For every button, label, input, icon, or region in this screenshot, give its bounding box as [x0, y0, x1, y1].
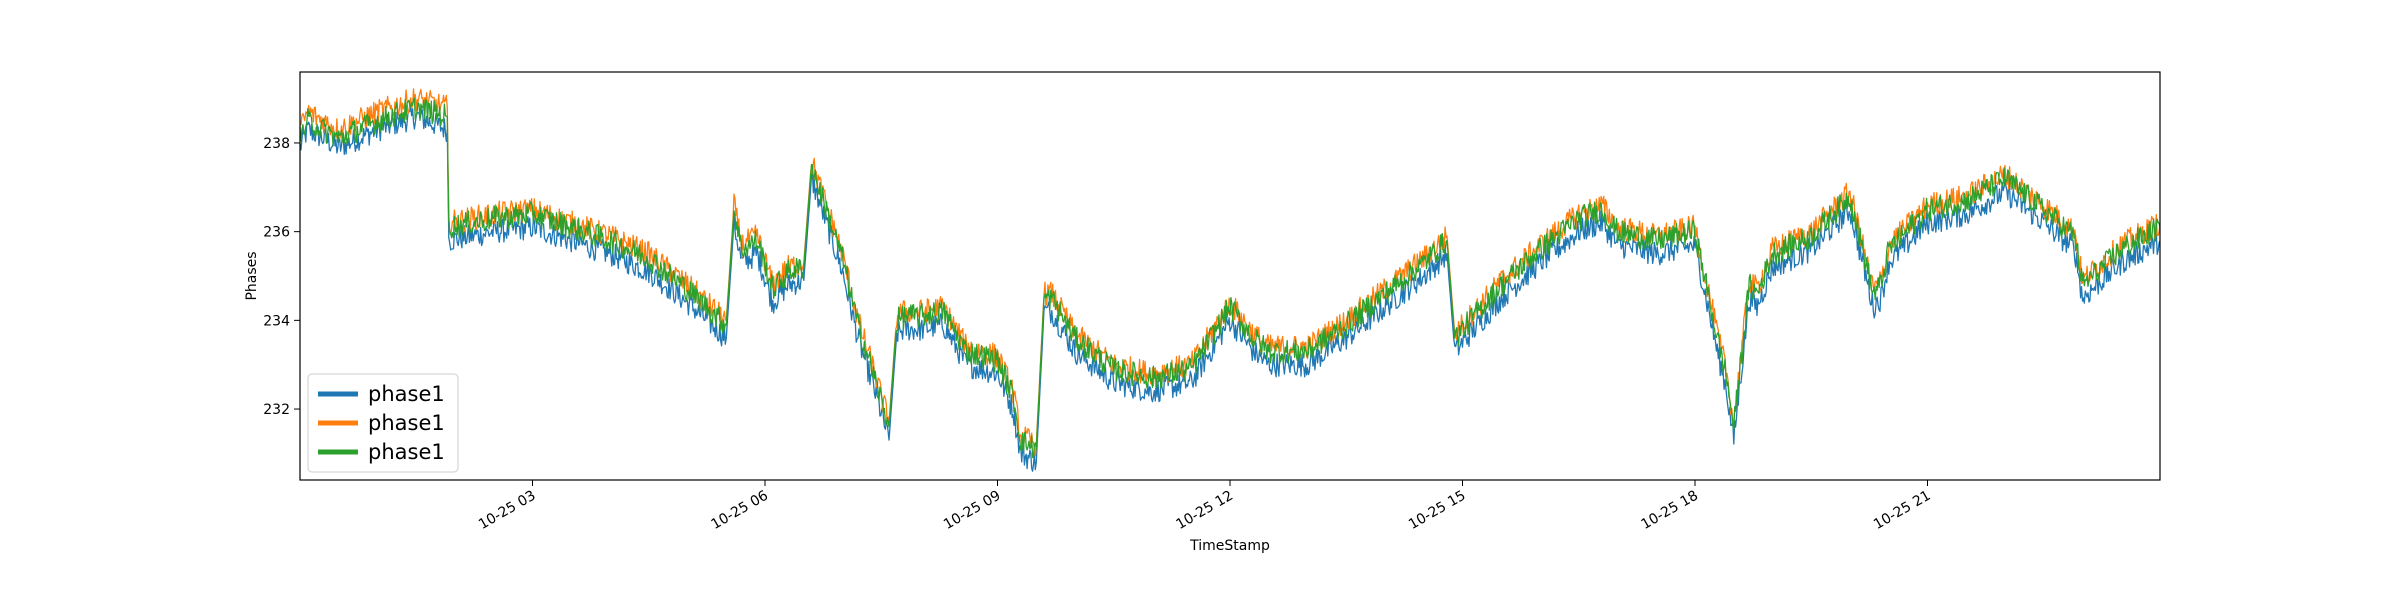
legend: phase1 phase1 phase1: [307, 373, 459, 473]
legend-label-3: phase1: [368, 440, 445, 464]
series-line-3: [299, 97, 2161, 459]
y-axis-ticks: 232 234 236 238: [263, 136, 300, 418]
plot-area-background: [300, 72, 2160, 480]
legend-label-1: phase1: [368, 382, 445, 406]
x-axis-label: TimeStamp: [1189, 538, 1270, 554]
legend-label-2: phase1: [368, 411, 445, 435]
y-tick-label-4: 238: [263, 136, 290, 152]
series-layer: [299, 88, 2161, 472]
y-tick-label-3: 236: [263, 225, 290, 241]
plot-area-frame: [299, 71, 2161, 481]
y-axis-label: Phases: [244, 251, 260, 300]
y-tick-label-1: 232: [263, 402, 290, 418]
y-tick-label-2: 234: [263, 313, 290, 329]
legend-box: [307, 373, 459, 473]
